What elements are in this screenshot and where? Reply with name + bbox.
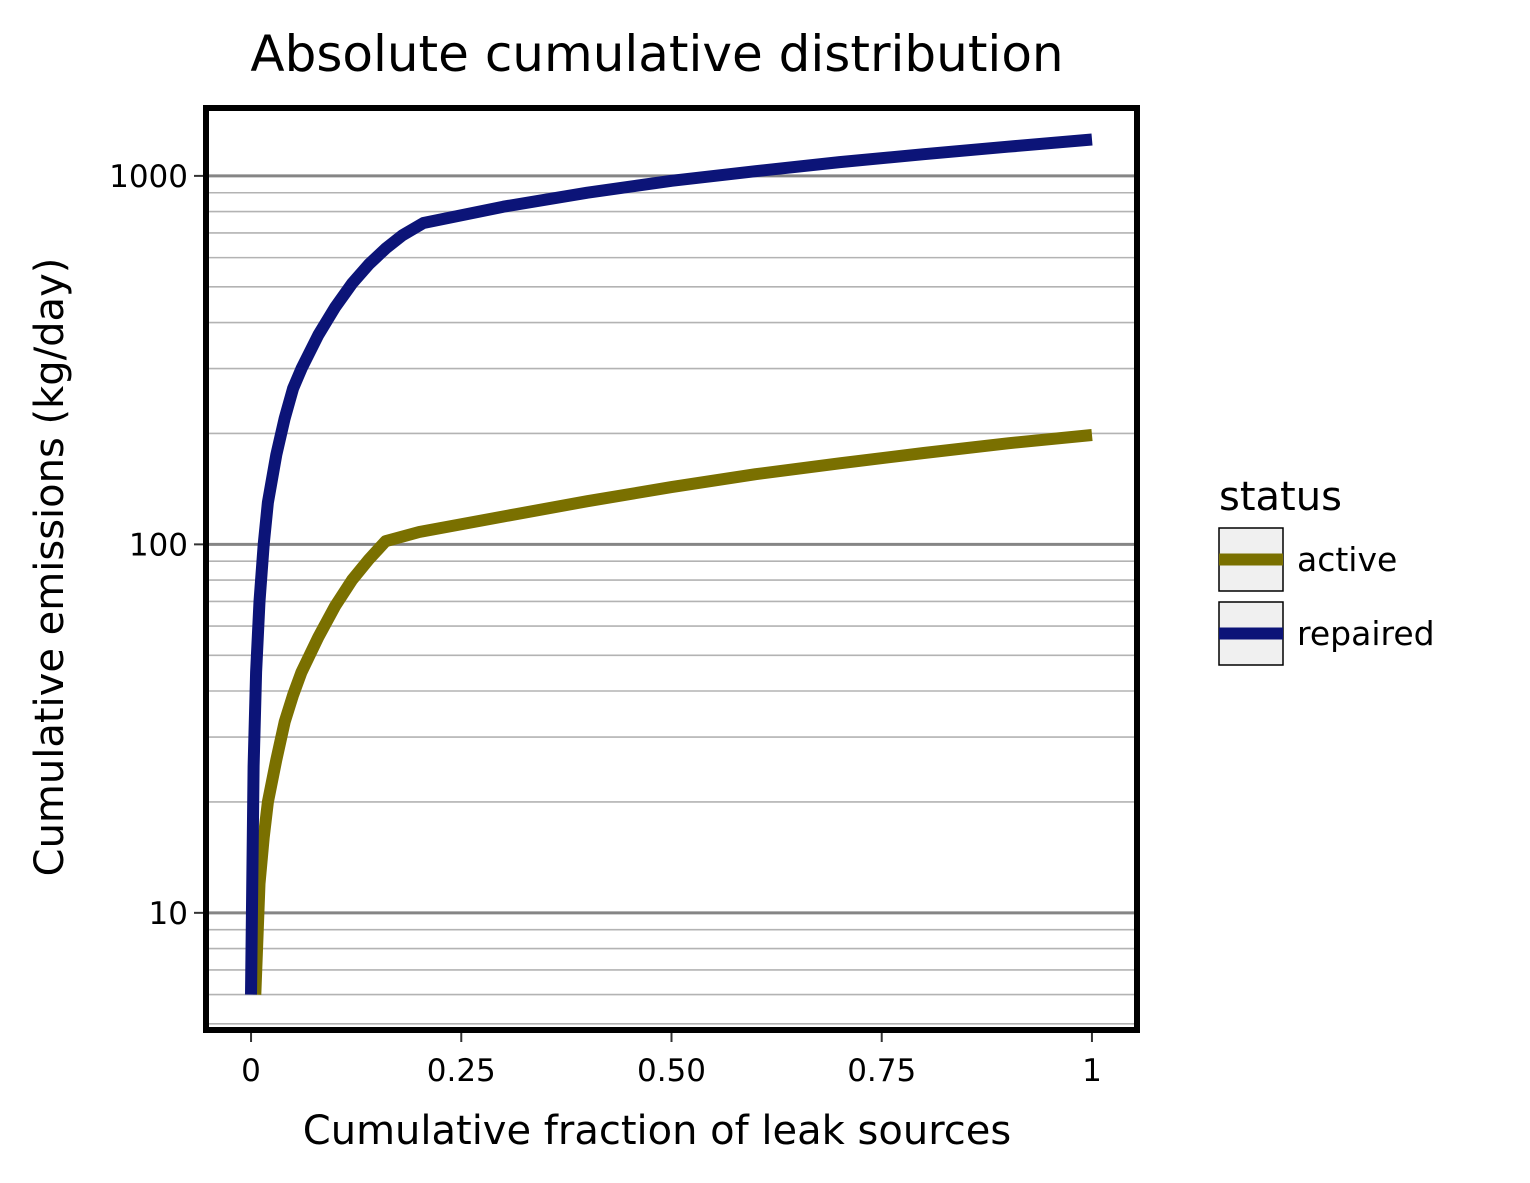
- x-axis: 0 0.25 0.50 0.75 1: [241, 1033, 1102, 1089]
- x-tick-label: 0.25: [427, 1053, 496, 1089]
- chart-title: Absolute cumulative distribution: [250, 25, 1063, 83]
- x-tick-label: 1: [1082, 1053, 1102, 1089]
- y-tick-label: 1000: [109, 159, 188, 195]
- legend-title: status: [1219, 474, 1342, 520]
- legend-entries: active repaired: [1218, 527, 1435, 666]
- y-tick-label: 100: [129, 527, 188, 563]
- y-axis: 10 100 1000: [109, 159, 203, 932]
- series-layer: [245, 133, 1093, 995]
- series-line-repaired: [245, 133, 1093, 995]
- x-tick-label: 0.50: [637, 1053, 706, 1089]
- legend-label-active: active: [1297, 540, 1397, 579]
- legend-label-repaired: repaired: [1297, 614, 1435, 653]
- series-line-active: [249, 429, 1093, 995]
- legend: status active repaired: [1218, 474, 1435, 666]
- plot-panel-border: [203, 105, 1140, 1033]
- x-axis-title: Cumulative fraction of leak sources: [303, 1108, 1011, 1154]
- y-axis-title: Cumulative emissions (kg/day): [27, 258, 73, 877]
- grid: [209, 174, 1134, 1025]
- x-tick-label: 0: [241, 1053, 261, 1089]
- x-tick-label: 0.75: [847, 1053, 916, 1089]
- y-tick-label: 10: [149, 896, 188, 932]
